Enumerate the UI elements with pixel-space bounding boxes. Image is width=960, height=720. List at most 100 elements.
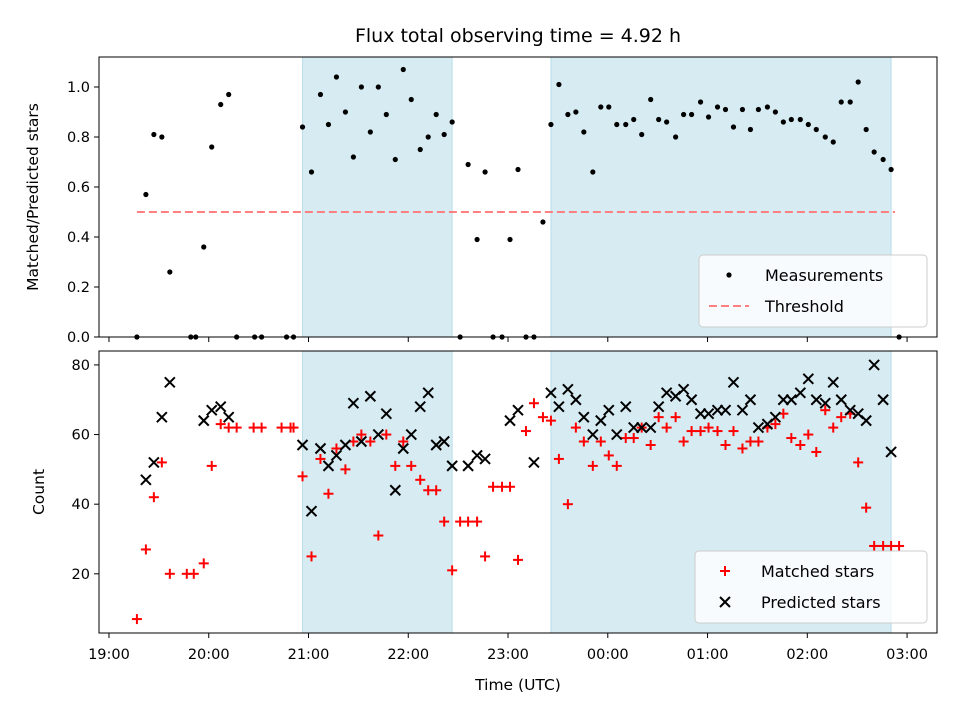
predicted-star-point (819, 397, 831, 409)
x-b (819, 397, 831, 409)
measurement-point (656, 116, 662, 123)
x-tick-label: 03:00 (886, 647, 928, 663)
x-b (339, 439, 352, 451)
x-b (852, 407, 864, 420)
predicted-star-point (794, 387, 807, 399)
matched-star-point (670, 412, 681, 423)
measurement-point (714, 104, 721, 110)
matched-star-point (390, 460, 401, 471)
measurement-point (201, 244, 207, 250)
x-b (389, 484, 401, 496)
x-b (660, 387, 673, 399)
bottom-y-axis-label: Count (30, 469, 48, 515)
bottom-panel-counts: 20 40 60 80 19:00 20:00 21:00 22:00 23:00 00:00 0… (30, 350, 938, 694)
x-b (719, 404, 732, 416)
y-tick-label: 80 (72, 358, 90, 374)
predicted-star-point (198, 414, 210, 427)
matched-star-point (562, 499, 573, 510)
predicted-star-point (736, 404, 749, 416)
measurement-point (507, 236, 513, 243)
y-tick-label: 0.2 (67, 280, 90, 296)
x-b (635, 421, 648, 434)
x-b (603, 404, 615, 416)
measurement-point (573, 109, 579, 115)
y-tick-label: 0.4 (67, 230, 90, 246)
predicted-star-point (322, 460, 335, 472)
x-b (785, 394, 798, 406)
predicted-star-point (702, 407, 715, 420)
top-legend: Measurements Threshold (698, 254, 928, 328)
x-b (620, 400, 632, 413)
x-b (611, 428, 623, 441)
x-tick-label: 19:00 (88, 647, 130, 663)
matched-star-point (836, 412, 847, 423)
matched-star-point (406, 460, 417, 471)
x-b (372, 428, 385, 441)
matched-star-point (537, 412, 548, 423)
predicted-star-point (528, 456, 540, 469)
matched-star-point (381, 429, 392, 440)
predicted-star-point (835, 394, 847, 406)
matched-star-point (587, 460, 598, 471)
matched-star-point (853, 457, 864, 468)
measurement-point (805, 121, 811, 128)
matched-star-point (472, 516, 483, 527)
predicted-star-point (685, 394, 698, 406)
x-b (752, 421, 765, 434)
predicted-star-point (660, 387, 673, 399)
y-tick-label: 0.6 (67, 180, 90, 196)
matched-star-point (323, 488, 334, 499)
matched-star-point (728, 426, 739, 437)
measurement-point (614, 121, 620, 128)
predicted-star-point (727, 376, 740, 389)
measurement-point (433, 111, 439, 118)
x-b (512, 404, 524, 416)
predicted-star-point (512, 404, 524, 416)
bottom-axes-frame (98, 350, 938, 634)
measurement-point (780, 119, 786, 125)
matched-star-point (653, 412, 664, 423)
measurement-point (167, 269, 173, 275)
measurement-point (863, 126, 869, 133)
x-b (355, 435, 368, 448)
predicted-star-point (164, 376, 176, 389)
matched-star-point (611, 460, 622, 471)
measurement-point (681, 111, 687, 118)
x-b (206, 404, 218, 416)
measurement-point (556, 81, 562, 88)
x-b (405, 428, 417, 441)
predicted-star-point (827, 376, 839, 389)
measurement-point (822, 134, 828, 140)
measurement-point (392, 156, 398, 163)
predicted-star-point (611, 428, 623, 441)
measurement-point (623, 121, 629, 128)
matched-star-point (678, 436, 689, 447)
matched-star-point (148, 492, 159, 503)
predicted-star-point (405, 428, 417, 441)
measurement-point (408, 96, 414, 103)
measurement-point (838, 99, 844, 105)
x-b (462, 460, 474, 472)
matched-star-point (140, 544, 151, 555)
matched-star-point (603, 450, 614, 461)
x-b (322, 460, 335, 472)
predicted-star-point (545, 387, 557, 399)
measurement-point (474, 236, 480, 243)
matched-star-point (545, 415, 556, 426)
measurement-point (151, 131, 157, 138)
matched-star-point (276, 422, 287, 433)
predicted-star-point (330, 449, 343, 462)
measurement-point (218, 101, 224, 108)
predicted-star-point (769, 411, 782, 423)
x-b (877, 394, 889, 406)
x-b (702, 407, 715, 420)
measurement-point (847, 99, 853, 105)
measurement-point (830, 139, 836, 145)
measurement-point (648, 96, 654, 103)
matched-star-point (447, 565, 458, 576)
measurement-point (417, 146, 423, 153)
matched-star-point (720, 440, 731, 450)
matched-star-point (803, 429, 814, 440)
matched-star-point (861, 502, 872, 513)
x-b (140, 474, 152, 486)
